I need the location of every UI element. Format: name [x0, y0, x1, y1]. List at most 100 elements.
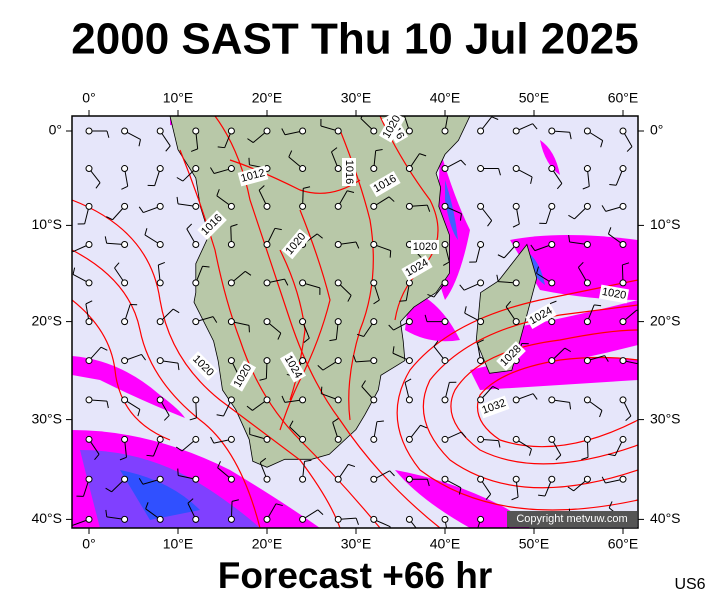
- station: [192, 318, 200, 326]
- barb-feather: [607, 227, 612, 235]
- barb-feather: [568, 234, 571, 243]
- station: [121, 396, 129, 404]
- barb-feather: [459, 213, 462, 221]
- barb-feather: [419, 153, 427, 157]
- barb-feather: [485, 493, 492, 500]
- isobar-label-box: [342, 158, 356, 186]
- lat-label: 10°S: [31, 216, 62, 232]
- station: [548, 357, 556, 365]
- station: [370, 127, 378, 135]
- barb-feather: [329, 339, 337, 342]
- station: [512, 475, 520, 483]
- barb-feather: [582, 185, 590, 190]
- station: [512, 127, 520, 135]
- station: [299, 279, 307, 287]
- barb-feather: [259, 457, 267, 463]
- barb-feather: [361, 380, 366, 387]
- station: [548, 279, 556, 287]
- station: [156, 515, 164, 523]
- isobar-label-box: [281, 228, 311, 260]
- lon-label: 10°E: [163, 536, 194, 552]
- station: [85, 165, 93, 173]
- station: [227, 127, 235, 135]
- station: [512, 318, 520, 326]
- copyright: Copyright metvuw.com: [516, 513, 627, 525]
- station: [299, 475, 307, 483]
- station: [619, 165, 627, 173]
- barb-feather: [288, 150, 293, 158]
- station: [370, 240, 378, 248]
- barb-feather: [158, 261, 166, 266]
- station: [619, 396, 627, 404]
- barb-feather: [404, 378, 412, 383]
- barb-feather: [388, 196, 395, 202]
- barb-feather: [427, 293, 435, 298]
- station: [156, 357, 164, 365]
- barb-feather: [609, 183, 617, 186]
- barb-feather: [376, 420, 384, 423]
- station: [334, 127, 342, 135]
- barb-feather: [72, 267, 76, 275]
- isobar-label-box: [229, 360, 257, 392]
- barb-feather: [433, 340, 439, 347]
- station: [85, 240, 93, 248]
- barb-feather: [532, 123, 538, 130]
- station: [192, 279, 200, 287]
- barb-feather: [176, 196, 179, 204]
- forecast-label: Forecast +66 hr: [218, 555, 493, 596]
- station: [334, 318, 342, 326]
- barb-feather: [106, 401, 109, 409]
- station: [121, 435, 129, 443]
- barb-feather: [105, 509, 108, 517]
- station: [263, 515, 271, 523]
- barb-feather: [581, 456, 589, 460]
- station: [370, 357, 378, 365]
- barb-feather: [163, 415, 170, 421]
- station: [156, 396, 164, 404]
- barb-feather: [389, 250, 392, 258]
- title: 2000 SAST Thu 10 Jul 2025: [71, 15, 638, 64]
- station: [619, 279, 627, 287]
- station: [441, 240, 449, 248]
- station: [85, 318, 93, 326]
- station: [441, 357, 449, 365]
- station: [477, 202, 485, 210]
- station: [405, 357, 413, 365]
- barb-feather: [373, 299, 380, 305]
- barb-feather: [95, 182, 101, 189]
- station: [299, 127, 307, 135]
- station: [619, 435, 627, 443]
- barb-feather: [202, 265, 210, 268]
- station: [192, 165, 200, 173]
- barb-feather: [94, 454, 100, 460]
- station: [583, 357, 591, 365]
- station: [85, 127, 93, 135]
- station: [548, 127, 556, 135]
- barb-feather: [556, 183, 563, 190]
- station: [334, 396, 342, 404]
- barb-feather: [426, 204, 431, 212]
- station: [477, 396, 485, 404]
- station: [619, 318, 627, 326]
- station: [441, 165, 449, 173]
- barb-feather: [538, 494, 546, 497]
- lat-label: 0°: [650, 122, 663, 138]
- station: [405, 279, 413, 287]
- lon-label: 40°E: [430, 90, 461, 106]
- station: [299, 396, 307, 404]
- lon-label: 0°: [82, 536, 95, 552]
- barb-feather: [360, 116, 363, 119]
- station: [441, 475, 449, 483]
- barb-feather: [187, 498, 194, 504]
- barb-feather: [356, 333, 364, 337]
- station: [227, 475, 235, 483]
- barb-feather: [604, 355, 609, 362]
- barb-feather: [281, 395, 286, 403]
- station: [156, 165, 164, 173]
- station: [548, 202, 556, 210]
- station: [227, 357, 235, 365]
- barb-feather: [389, 470, 395, 477]
- barb-feather: [626, 146, 633, 152]
- barb-feather: [146, 454, 154, 457]
- barb-feather: [388, 324, 394, 331]
